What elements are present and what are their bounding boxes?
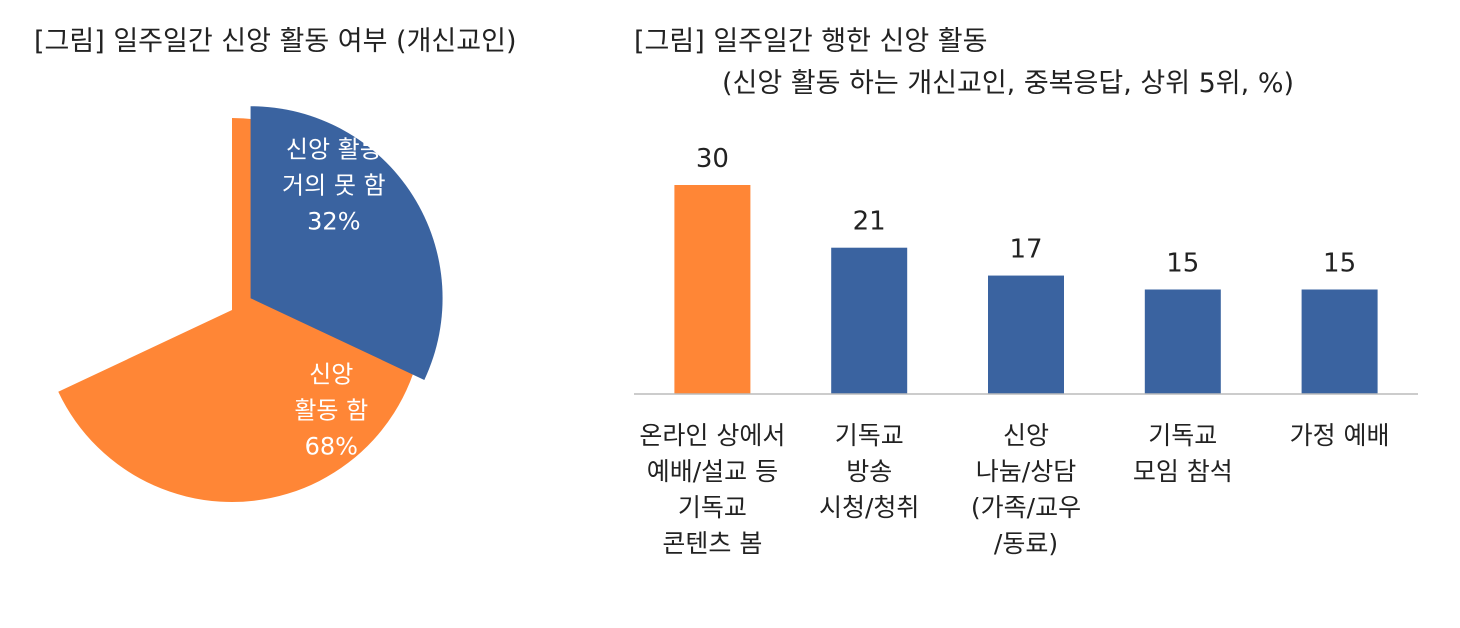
bar-category-label: 기독교: [1148, 421, 1217, 450]
bar-chart-subtitle: (신앙 활동 하는 개신교인, 중복응답, 상위 5위, %): [722, 68, 1295, 99]
bar: [1301, 289, 1378, 394]
bar-category-label: 가정 예배: [1290, 421, 1390, 450]
bar-category-label: 모임 참석: [1133, 457, 1233, 486]
bar: [674, 185, 751, 394]
bar-value-label: 30: [696, 144, 729, 174]
bar-category-label: 신앙: [1003, 421, 1049, 450]
bar-value-label: 17: [1009, 235, 1042, 265]
bar: [1144, 289, 1221, 394]
pie-slice-label: 신앙 활동: [286, 135, 382, 163]
bar-chart-title: [그림] 일주일간 행한 신앙 활동: [634, 26, 988, 57]
bar-category-label: 예배/설교 등: [647, 457, 778, 486]
pie-slice: [250, 106, 443, 380]
bar-value-label: 15: [1323, 249, 1356, 279]
bar-category-label: 기독교: [678, 493, 747, 522]
pie-slice-label: 신앙: [309, 361, 353, 389]
pie-slice-label: 활동 함: [294, 397, 368, 425]
bar-category-label: 시청/청취: [819, 493, 919, 522]
bar-category-label: 기독교: [835, 421, 904, 450]
bar-category-label: 나눔/상담: [976, 457, 1076, 486]
bar: [988, 275, 1064, 394]
bar-value-label: 15: [1166, 249, 1199, 279]
bar: [831, 247, 908, 394]
pie-slice-label: 68%: [305, 433, 358, 461]
bar-category-label: 방송: [846, 457, 892, 486]
bar-value-label: 21: [853, 207, 886, 237]
bar-category-label: 콘텐츠 봄: [662, 529, 762, 558]
pie-slice-label: 거의 못 함: [282, 171, 386, 199]
bar-category-label: 온라인 상에서: [639, 421, 785, 450]
bar-category-label: /동료): [994, 529, 1058, 558]
bar-category-label: (가족/교우: [971, 493, 1081, 522]
pie-slice-label: 32%: [307, 207, 360, 235]
pie-chart-title: [그림] 일주일간 신앙 활동 여부 (개신교인): [34, 26, 517, 57]
